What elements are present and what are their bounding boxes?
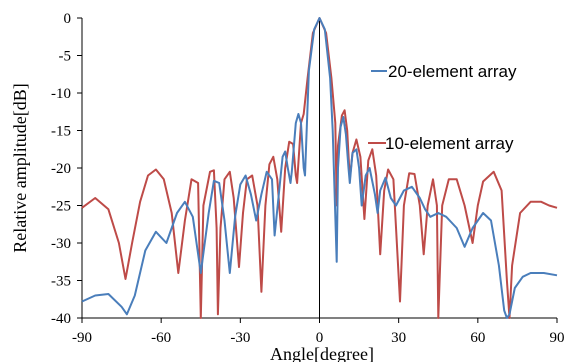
x-tick-label: 30 bbox=[391, 330, 406, 346]
y-tick-label: -10 bbox=[51, 86, 71, 102]
x-tick-label: -60 bbox=[151, 330, 171, 346]
series-group bbox=[81, 17, 558, 319]
y-tick-label: -25 bbox=[51, 199, 71, 215]
y-tick-label: 0 bbox=[64, 11, 72, 27]
x-tick-label: -30 bbox=[230, 330, 250, 346]
y-tick-label: -5 bbox=[59, 49, 72, 65]
y-tick-label: -20 bbox=[51, 161, 71, 177]
y-tick-label: -40 bbox=[51, 311, 71, 327]
y-axis: 0 -5 -10 -15 -20 -25 -30 -35 -40 bbox=[51, 11, 82, 327]
x-tick-label: 90 bbox=[550, 330, 565, 346]
x-tick-label: -90 bbox=[72, 330, 92, 346]
x-tick-label: 0 bbox=[316, 330, 324, 346]
y-axis-title: Relative amplitude[dB] bbox=[10, 83, 30, 252]
x-axis: -90 -60 -30 0 30 60 90 bbox=[72, 318, 565, 346]
legend-label-20-element: 20-element array bbox=[388, 62, 517, 81]
y-tick-label: -30 bbox=[51, 236, 71, 252]
y-tick-label: -15 bbox=[51, 124, 71, 140]
y-tick-label: -35 bbox=[51, 274, 71, 290]
x-axis-title: Angle[degree] bbox=[270, 344, 374, 362]
legend-label-10-element: 10-element array bbox=[385, 134, 514, 153]
legend: 20-element array 10-element array bbox=[368, 62, 517, 153]
x-tick-label: 60 bbox=[470, 330, 485, 346]
series-line-20-element bbox=[81, 17, 558, 319]
